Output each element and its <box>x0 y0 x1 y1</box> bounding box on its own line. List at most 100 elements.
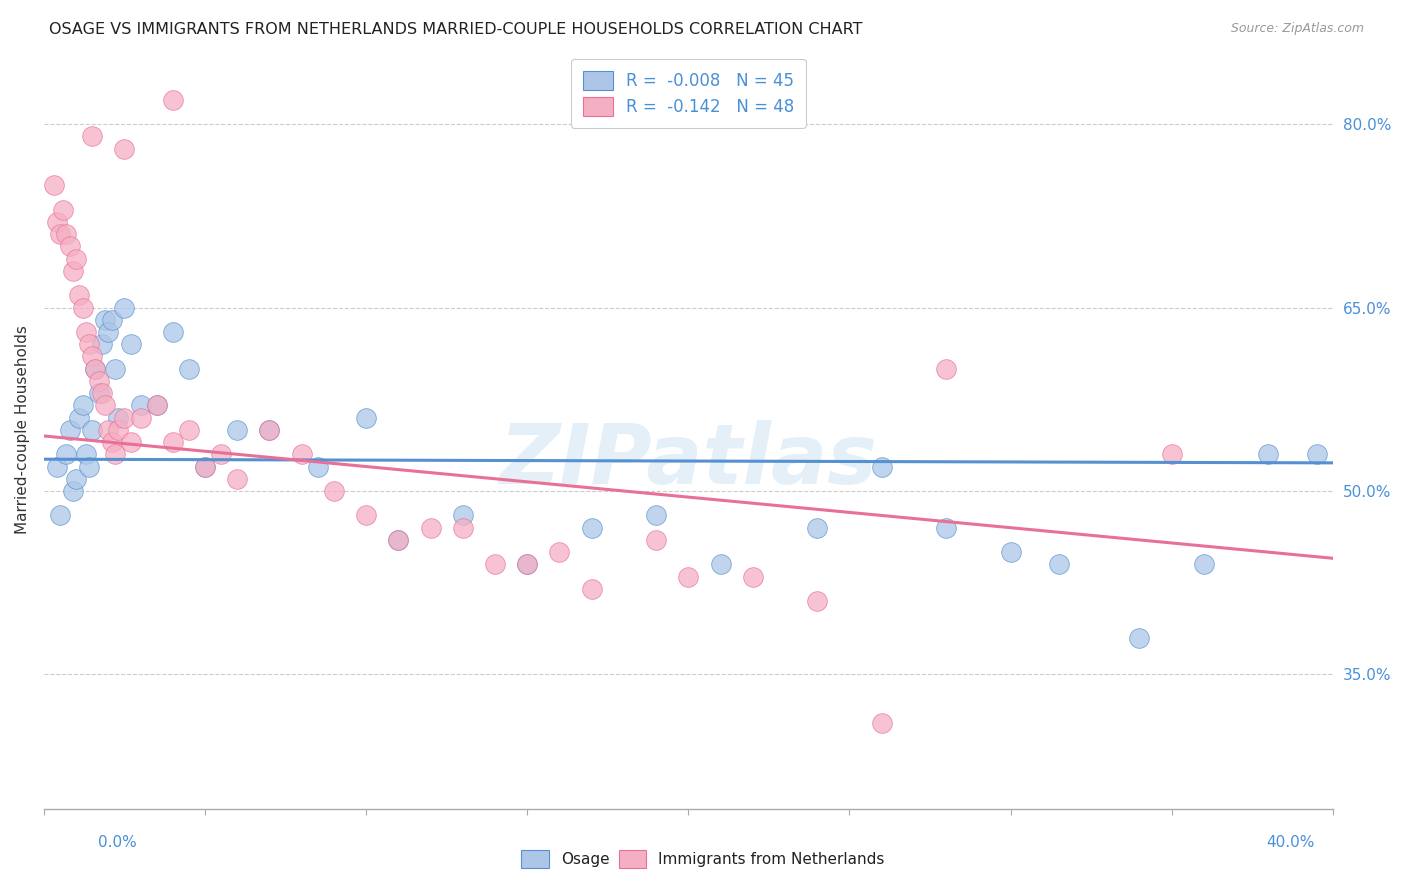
Point <box>62 264 84 278</box>
Point <box>114 142 136 156</box>
Point <box>322 483 344 498</box>
Point <box>75 447 97 461</box>
Point <box>291 447 314 461</box>
Point <box>67 288 90 302</box>
Point <box>87 374 110 388</box>
Point <box>55 447 77 461</box>
Point <box>42 178 65 193</box>
Legend: Osage, Immigrants from Netherlands: Osage, Immigrants from Netherlands <box>515 844 891 873</box>
Point <box>226 423 249 437</box>
Point <box>581 582 603 596</box>
Point <box>77 337 100 351</box>
Point <box>129 398 152 412</box>
Point <box>548 545 571 559</box>
Point <box>484 558 506 572</box>
Point <box>107 423 129 437</box>
Point <box>114 301 136 315</box>
Point <box>209 447 232 461</box>
Point <box>52 202 75 217</box>
Point <box>354 410 377 425</box>
Point <box>94 312 117 326</box>
Point <box>120 435 142 450</box>
Point <box>581 521 603 535</box>
Point <box>709 558 731 572</box>
Point <box>678 569 700 583</box>
Point <box>162 325 184 339</box>
Point <box>65 252 87 266</box>
Point <box>84 361 107 376</box>
Point <box>59 423 82 437</box>
Point <box>870 716 893 731</box>
Point <box>49 508 72 523</box>
Point <box>935 361 957 376</box>
Point <box>87 386 110 401</box>
Point <box>741 569 763 583</box>
Point <box>259 423 281 437</box>
Text: Source: ZipAtlas.com: Source: ZipAtlas.com <box>1230 22 1364 36</box>
Point <box>94 398 117 412</box>
Point <box>194 459 217 474</box>
Point <box>806 521 828 535</box>
Point <box>84 361 107 376</box>
Point <box>1305 447 1327 461</box>
Point <box>82 423 104 437</box>
Point <box>194 459 217 474</box>
Point <box>45 459 67 474</box>
Point <box>82 129 104 144</box>
Point <box>120 337 142 351</box>
Point <box>90 386 112 401</box>
Point <box>59 239 82 253</box>
Point <box>72 301 94 315</box>
Point <box>870 459 893 474</box>
Point <box>354 508 377 523</box>
Point <box>114 410 136 425</box>
Point <box>387 533 409 547</box>
Point <box>162 93 184 107</box>
Point <box>104 361 127 376</box>
Text: 40.0%: 40.0% <box>1267 836 1315 850</box>
Point <box>67 410 90 425</box>
Text: ZIPatlas: ZIPatlas <box>499 419 877 500</box>
Point <box>162 435 184 450</box>
Point <box>259 423 281 437</box>
Point <box>307 459 329 474</box>
Point <box>145 398 167 412</box>
Point <box>55 227 77 241</box>
Point <box>104 447 127 461</box>
Point <box>419 521 441 535</box>
Point <box>806 594 828 608</box>
Point <box>645 508 668 523</box>
Point <box>177 361 200 376</box>
Point <box>1128 631 1150 645</box>
Point <box>387 533 409 547</box>
Point <box>65 472 87 486</box>
Point <box>1257 447 1279 461</box>
Point <box>129 410 152 425</box>
Text: 0.0%: 0.0% <box>98 836 138 850</box>
Point <box>177 423 200 437</box>
Point <box>75 325 97 339</box>
Y-axis label: Married-couple Households: Married-couple Households <box>15 326 30 534</box>
Text: OSAGE VS IMMIGRANTS FROM NETHERLANDS MARRIED-COUPLE HOUSEHOLDS CORRELATION CHART: OSAGE VS IMMIGRANTS FROM NETHERLANDS MAR… <box>49 22 863 37</box>
Point <box>77 459 100 474</box>
Point <box>49 227 72 241</box>
Point <box>97 325 120 339</box>
Point <box>1160 447 1182 461</box>
Point <box>90 337 112 351</box>
Point <box>1192 558 1215 572</box>
Point <box>451 521 474 535</box>
Point <box>45 215 67 229</box>
Point <box>62 483 84 498</box>
Point <box>451 508 474 523</box>
Point <box>935 521 957 535</box>
Point <box>145 398 167 412</box>
Point <box>72 398 94 412</box>
Point <box>100 312 122 326</box>
Point <box>1047 558 1070 572</box>
Point <box>226 472 249 486</box>
Point <box>97 423 120 437</box>
Point <box>645 533 668 547</box>
Point <box>82 350 104 364</box>
Legend: R =  -0.008   N = 45, R =  -0.142   N = 48: R = -0.008 N = 45, R = -0.142 N = 48 <box>571 59 806 128</box>
Point <box>1000 545 1022 559</box>
